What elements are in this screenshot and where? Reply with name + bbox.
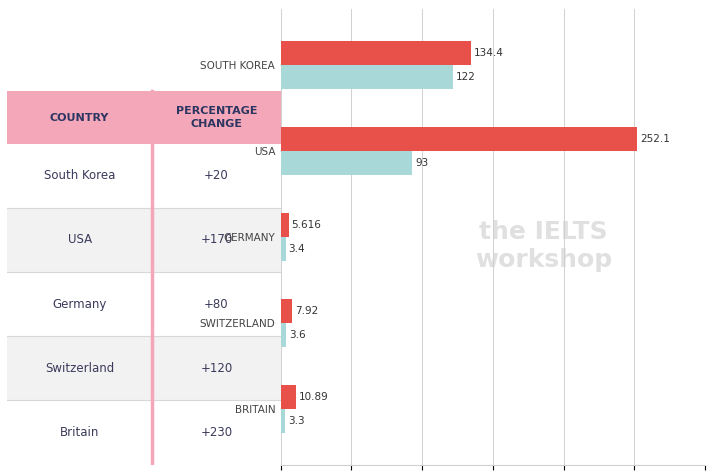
Text: +230: +230 [200, 426, 233, 439]
FancyBboxPatch shape [7, 91, 281, 144]
Text: Britain: Britain [60, 426, 99, 439]
Text: Germany: Germany [53, 298, 107, 310]
FancyBboxPatch shape [7, 208, 281, 272]
Text: 134.4: 134.4 [473, 48, 503, 58]
FancyBboxPatch shape [7, 144, 281, 208]
Bar [281, 409, 286, 433]
Text: 7.92: 7.92 [295, 306, 318, 316]
Text: 3.4: 3.4 [288, 244, 305, 254]
FancyBboxPatch shape [7, 336, 281, 401]
Text: PERCENTAGE
CHANGE: PERCENTAGE CHANGE [176, 106, 257, 129]
FancyBboxPatch shape [7, 272, 281, 336]
Text: Switzerland: Switzerland [45, 362, 114, 375]
Text: +170: +170 [200, 234, 233, 246]
Text: 3.3: 3.3 [288, 416, 305, 426]
Text: +80: +80 [204, 298, 229, 310]
Bar [281, 323, 286, 347]
Text: the IELTS
workshop: the IELTS workshop [475, 220, 612, 272]
Text: South Korea: South Korea [44, 169, 115, 182]
Text: 10.89: 10.89 [299, 392, 329, 401]
Text: 122: 122 [456, 73, 476, 82]
Text: +120: +120 [200, 362, 233, 375]
Text: 3.6: 3.6 [288, 330, 305, 340]
Text: 5.616: 5.616 [291, 220, 321, 230]
Bar [281, 127, 637, 151]
Bar [281, 65, 454, 89]
Bar [281, 213, 288, 237]
Bar [281, 151, 412, 175]
Text: COUNTRY: COUNTRY [50, 112, 110, 123]
Bar [281, 237, 286, 261]
Text: +20: +20 [204, 169, 229, 182]
Text: USA: USA [68, 234, 92, 246]
FancyBboxPatch shape [7, 401, 281, 465]
Bar [281, 41, 471, 65]
Text: 252.1: 252.1 [640, 134, 670, 144]
Text: 93: 93 [415, 158, 429, 168]
Bar [281, 299, 292, 323]
Bar [281, 385, 296, 409]
